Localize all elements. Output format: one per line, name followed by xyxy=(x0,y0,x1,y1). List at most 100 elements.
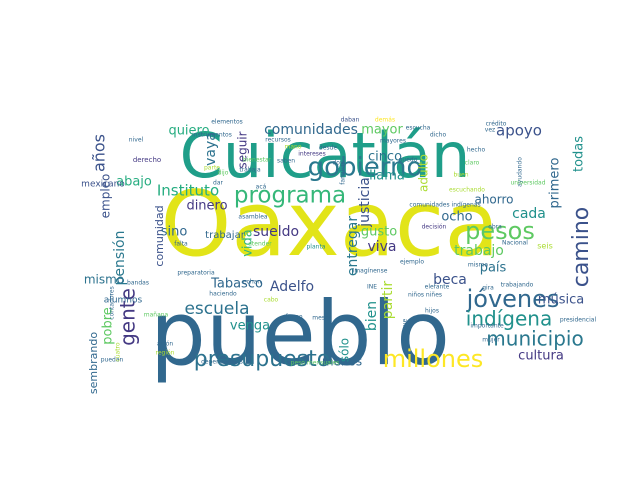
cloud-word: Nacional xyxy=(502,240,528,247)
cloud-word: obra xyxy=(488,224,502,231)
cloud-word: municipio xyxy=(486,327,583,351)
cloud-word: primero xyxy=(548,158,563,209)
cloud-word: Cuicatlán xyxy=(180,119,471,192)
cloud-word: fuego xyxy=(285,314,302,321)
cloud-word: sino xyxy=(161,225,188,240)
cloud-word: elefante xyxy=(425,284,450,291)
cloud-word: cabo xyxy=(264,297,279,304)
cloud-word: seguir xyxy=(236,131,250,168)
cloud-word: nivel xyxy=(129,137,144,144)
cloud-word: mayor xyxy=(361,123,403,138)
cloud-word: ahorro xyxy=(474,193,513,207)
cloud-word: INE xyxy=(367,284,377,291)
cloud-word: quiero xyxy=(168,124,209,139)
cloud-word: planta xyxy=(307,244,326,251)
cloud-word: haciendo xyxy=(209,291,237,298)
cloud-word: jóvenes xyxy=(466,285,560,313)
cloud-word: comunidades xyxy=(264,122,358,138)
cloud-word: puedan xyxy=(101,357,124,364)
cloud-word: Adelfo xyxy=(270,279,314,295)
cloud-word: mexicano xyxy=(81,180,125,190)
cloud-word: beca xyxy=(433,272,467,288)
cloud-word: ocho xyxy=(441,210,472,225)
cloud-word: cinco xyxy=(368,150,402,165)
cloud-word: ejemplo xyxy=(400,259,424,266)
cloud-word: vez xyxy=(485,127,495,134)
cloud-word: presidencial xyxy=(560,317,597,324)
cloud-word: gente xyxy=(116,288,140,346)
cloud-word: avión xyxy=(157,341,174,348)
cloud-word: saben xyxy=(277,158,295,165)
cloud-word: alumnos xyxy=(104,296,143,306)
cloud-word: echan xyxy=(243,279,261,286)
cloud-word: dinero xyxy=(186,199,227,214)
cloud-word: entregar xyxy=(345,216,361,277)
cloud-word: cuatro xyxy=(115,342,122,361)
cloud-word: cada xyxy=(512,206,546,222)
cloud-word: misma xyxy=(468,262,488,269)
cloud-word: presupuesto xyxy=(194,347,330,372)
cloud-word: meses xyxy=(312,315,331,322)
cloud-word: intereses xyxy=(298,151,325,158)
cloud-word: seis xyxy=(537,242,552,251)
cloud-word: niños niñes xyxy=(408,292,442,299)
cloud-word: país xyxy=(480,261,507,276)
cloud-word: todas xyxy=(572,136,587,172)
cloud-word: trabajar xyxy=(205,230,246,241)
cloud-word: partir xyxy=(380,281,396,320)
cloud-word: vaya xyxy=(203,132,219,166)
cloud-word: viva xyxy=(367,239,396,255)
cloud-word: abajo xyxy=(116,175,152,190)
cloud-word: derecho xyxy=(133,156,161,164)
cloud-word: Instituto xyxy=(157,182,219,200)
cloud-word: importante xyxy=(470,323,504,330)
cloud-word: hijos xyxy=(425,308,439,315)
cloud-word: instrumentos xyxy=(192,132,232,139)
cloud-word: familias xyxy=(340,161,347,184)
cloud-word: bienestar xyxy=(243,157,272,164)
cloud-word: gobierno xyxy=(308,153,423,183)
cloud-word: escuchando xyxy=(449,187,485,194)
cloud-word: comunidades indígenas xyxy=(409,202,480,209)
cloud-word: mañana xyxy=(144,312,169,319)
cloud-word: llama xyxy=(369,169,405,184)
cloud-word: pesos xyxy=(465,217,535,245)
cloud-word: pobre xyxy=(101,307,116,345)
cloud-word: Tabasco xyxy=(210,277,263,292)
cloud-word: puedo xyxy=(399,157,418,164)
cloud-word: dijo xyxy=(218,170,229,177)
cloud-word: bien xyxy=(364,301,380,331)
cloud-word: mismo xyxy=(84,273,124,287)
cloud-word: elementos xyxy=(211,119,243,126)
cloud-word: justicia xyxy=(357,177,373,228)
cloud-word: escucha xyxy=(406,125,431,132)
cloud-word: mano xyxy=(285,144,302,151)
cloud-word: crédito xyxy=(486,121,507,128)
cloud-word: millones xyxy=(383,345,484,373)
cloud-word: adulto xyxy=(417,154,431,192)
cloud-word: pueblo xyxy=(150,282,450,385)
cloud-word: ayudando xyxy=(517,157,524,187)
cloud-word: empleo xyxy=(99,174,113,219)
cloud-word: hecho xyxy=(467,147,486,154)
cloud-word: mujer xyxy=(482,337,500,344)
cloud-word: decisión xyxy=(422,224,447,231)
cloud-word: indígena xyxy=(466,307,552,331)
cloud-word: daban xyxy=(341,117,360,124)
cloud-word: sueldo xyxy=(253,224,299,240)
cloud-word: dicho xyxy=(430,132,447,139)
cloud-word: camino xyxy=(569,207,594,288)
cloud-word: peso mensuales xyxy=(291,360,340,367)
cloud-word: menos xyxy=(322,355,362,369)
cloud-word: apoyo xyxy=(496,122,542,140)
cloud-word: trabaja xyxy=(239,167,261,174)
cloud-word: sólo xyxy=(338,338,352,362)
cloud-word: sembrando xyxy=(87,332,100,394)
cloud-word: doy xyxy=(332,160,343,167)
cloud-word: Imagínense xyxy=(353,268,388,275)
cloud-word: música xyxy=(538,293,584,308)
cloud-word: trabajo xyxy=(454,243,504,259)
